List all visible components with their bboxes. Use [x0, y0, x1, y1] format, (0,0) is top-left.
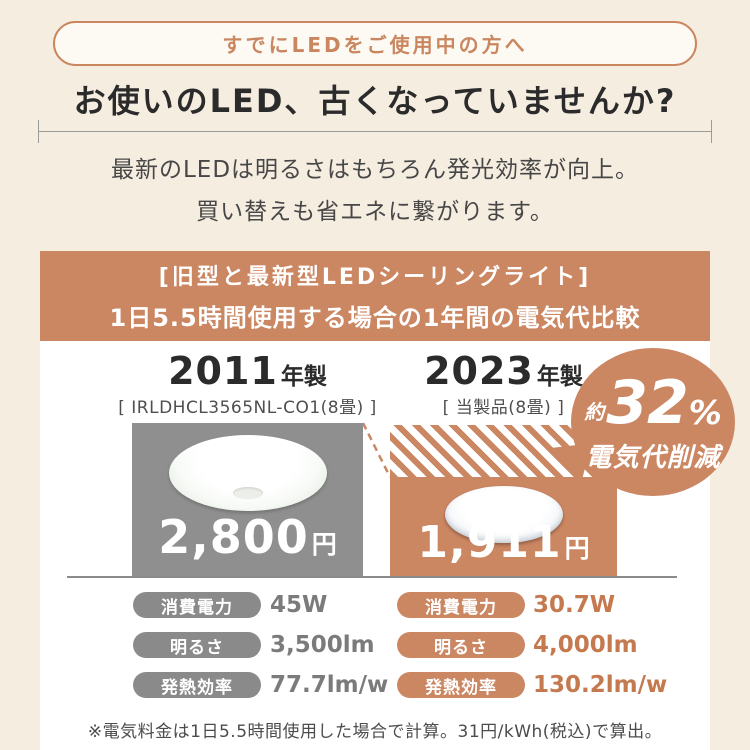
- old-spec-value-power: 45W: [270, 592, 328, 618]
- bar-chart-baseline: [67, 576, 677, 578]
- old-model-code: [ IRLDHCL3565NL-CO1(8畳) ]: [118, 398, 377, 418]
- old-cost-bar: 2,800 円: [132, 423, 363, 576]
- new-spec-pill-power: 消費電力: [397, 592, 525, 618]
- new-price: 1,911 円: [390, 517, 617, 568]
- intro-text-line1: 最新のLEDは明るさはもちろん発光効率が向上。: [110, 157, 640, 183]
- savings-label: 電気代削減: [585, 442, 721, 473]
- audience-badge-label: すでにLEDをご使用中の方へ: [222, 33, 528, 57]
- comparison-card-header: [旧型と最新型LEDシーリングライト] 1日5.5時間使用する場合の1年間の電気…: [40, 251, 710, 341]
- savings-percent-row: 約 32 %: [584, 373, 722, 433]
- old-price-unit: 円: [311, 530, 337, 559]
- old-model-year: 2011 年製: [132, 349, 363, 393]
- savings-prefix: 約: [584, 399, 605, 424]
- comparison-header-line1: [旧型と最新型LEDシーリングライト]: [158, 265, 592, 290]
- new-spec-value-efficiency: 130.2lm/w: [533, 672, 668, 698]
- old-price: 2,800 円: [132, 510, 363, 564]
- savings-percentage-bubble: 約 32 % 電気代削減: [571, 348, 735, 496]
- old-year-suffix: 年製: [280, 364, 327, 390]
- old-spec-value-efficiency: 77.7lm/w: [270, 672, 389, 698]
- new-spec-pill-efficiency: 発熱効率: [397, 672, 525, 698]
- new-spec-value-power: 30.7W: [533, 592, 616, 618]
- old-price-amount: 2,800: [158, 510, 309, 564]
- old-ceiling-light-image: [168, 435, 327, 511]
- new-model-year: 2023 年製: [390, 349, 617, 393]
- intro-text-line2: 買い替えも省エネに繋がります。: [196, 199, 554, 225]
- old-spec-value-brightness: 3,500lm: [270, 632, 375, 658]
- savings-percent-sign: %: [688, 392, 722, 432]
- new-price-amount: 1,911: [417, 517, 562, 568]
- price-drop-dashed-line: [361, 422, 392, 478]
- new-cost-bar: 1,911 円: [390, 477, 617, 576]
- page-title: お使いのLED、古くなっていませんか?: [73, 82, 677, 120]
- new-year-number: 2023: [424, 349, 534, 393]
- new-ceiling-light-image: [444, 486, 563, 543]
- calculation-footnote: ※電気料金は1日5.5時間使用した場合で計算。31円/kWh(税込)で算出。: [87, 722, 663, 742]
- new-spec-value-brightness: 4,000lm: [533, 632, 638, 658]
- old-spec-pill-power: 消費電力: [133, 592, 261, 618]
- heading-underline: [38, 120, 712, 143]
- new-year-suffix: 年製: [536, 364, 583, 390]
- old-spec-pill-efficiency: 発熱効率: [133, 672, 261, 698]
- audience-badge: すでにLEDをご使用中の方へ: [53, 21, 697, 66]
- new-spec-pill-brightness: 明るさ: [397, 632, 525, 658]
- old-spec-pill-brightness: 明るさ: [133, 632, 261, 658]
- savings-percent-number: 32: [606, 367, 688, 438]
- old-year-number: 2011: [168, 349, 278, 393]
- comparison-card: [旧型と最新型LEDシーリングライト] 1日5.5時間使用する場合の1年間の電気…: [40, 251, 735, 750]
- new-price-unit: 円: [564, 534, 590, 563]
- comparison-header-line2: 1日5.5時間使用する場合の1年間の電気代比較: [109, 304, 641, 332]
- new-model-code: [ 当製品(8畳) ]: [442, 398, 565, 418]
